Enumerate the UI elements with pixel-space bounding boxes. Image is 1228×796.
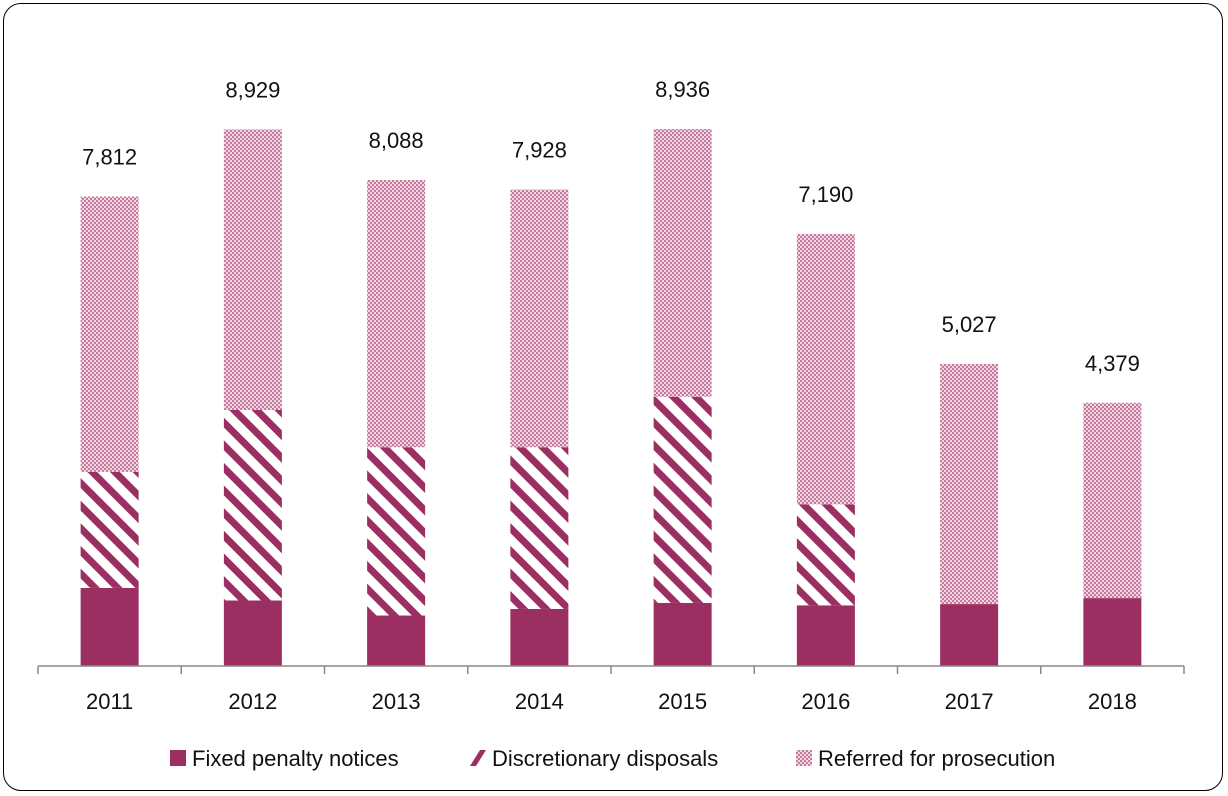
legend-label-discretionary-disposals: Discretionary disposals	[492, 746, 718, 771]
bar-segment-2012-fixed-penalty-notices	[223, 600, 282, 666]
bar-segment-2015-referred-for-prosecution	[653, 128, 712, 397]
bar-segment-2014-referred-for-prosecution	[510, 189, 569, 448]
x-tick-label-2012: 2012	[228, 689, 277, 714]
bars-layer	[80, 128, 1142, 666]
total-label-2011: 7,812	[82, 145, 137, 170]
x-tick-label-2016: 2016	[801, 689, 850, 714]
legend-swatch-discretionary-disposals	[470, 750, 486, 766]
x-tick-label-2013: 2013	[372, 689, 421, 714]
bar-segment-2016-fixed-penalty-notices	[796, 605, 855, 666]
x-tick-label-2017: 2017	[945, 689, 994, 714]
x-axis: 2011 2012 2013 2014 2015 2016 2017 2018	[37, 665, 1185, 714]
bar-segment-2011-referred-for-prosecution	[80, 196, 139, 472]
total-label-2016: 7,190	[798, 182, 853, 207]
bar-segment-2017-referred-for-prosecution	[940, 363, 999, 605]
chart-frame	[3, 3, 1223, 791]
legend-label-referred-for-prosecution: Referred for prosecution	[818, 746, 1055, 771]
bar-segment-2018-referred-for-prosecution	[1083, 402, 1142, 599]
total-label-2017: 5,027	[942, 312, 997, 337]
total-labels: 7,812 8,929 8,088 7,928 8,936 7,190 5,027 4,379	[82, 77, 1140, 376]
bar-segment-2013-discretionary-disposals	[367, 447, 426, 616]
x-tick-label-2018: 2018	[1088, 689, 1137, 714]
total-label-2014: 7,928	[512, 138, 567, 163]
legend-swatch-fixed-penalty-notices	[170, 750, 186, 766]
total-label-2015: 8,936	[655, 77, 710, 102]
bar-segment-2016-discretionary-disposals	[796, 504, 855, 606]
bar-segment-2018-fixed-penalty-notices	[1083, 598, 1142, 666]
total-label-2013: 8,088	[369, 128, 424, 153]
bar-segment-2015-fixed-penalty-notices	[653, 602, 712, 666]
x-tick-label-2014: 2014	[515, 689, 564, 714]
bar-segment-2013-fixed-penalty-notices	[367, 615, 426, 666]
bar-segment-2014-fixed-penalty-notices	[510, 608, 569, 666]
bar-segment-2012-referred-for-prosecution	[223, 129, 282, 410]
bar-segment-2014-discretionary-disposals	[510, 447, 569, 609]
bar-segment-2011-fixed-penalty-notices	[80, 587, 139, 666]
x-tick-label-2011: 2011	[86, 689, 133, 714]
bar-segment-2013-referred-for-prosecution	[367, 179, 426, 448]
total-label-2012: 8,929	[225, 77, 280, 102]
bar-segment-2011-discretionary-disposals	[80, 471, 139, 588]
legend-label-fixed-penalty-notices: Fixed penalty notices	[192, 746, 399, 771]
bar-segment-2017-fixed-penalty-notices	[940, 604, 999, 666]
legend: Fixed penalty notices Discretionary dispo…	[170, 746, 1055, 771]
x-tick-label-2015: 2015	[658, 689, 707, 714]
bar-segment-2015-discretionary-disposals	[653, 396, 712, 603]
legend-swatch-referred-for-prosecution	[796, 750, 812, 766]
total-label-2018: 4,379	[1085, 351, 1140, 376]
bar-segment-2016-referred-for-prosecution	[796, 233, 855, 505]
bar-segment-2012-discretionary-disposals	[223, 409, 282, 601]
